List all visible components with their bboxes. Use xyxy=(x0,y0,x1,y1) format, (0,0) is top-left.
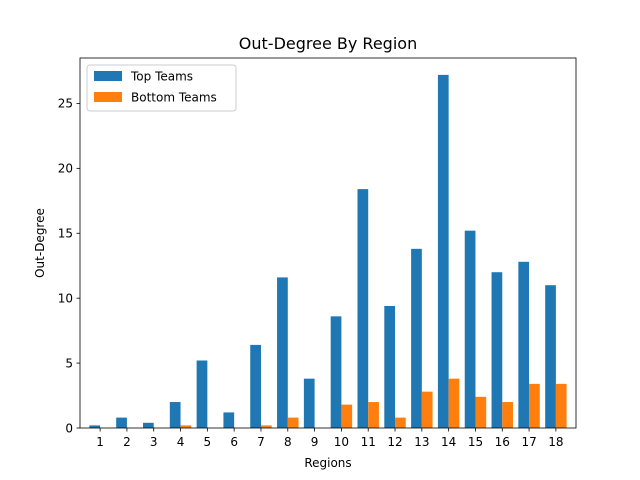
bar-bottom-18 xyxy=(555,383,567,428)
y-tick-label: 25 xyxy=(58,97,73,111)
x-tick-label: 9 xyxy=(311,435,319,449)
bar-bottom-10 xyxy=(341,404,353,428)
x-tick-label: 15 xyxy=(468,435,483,449)
bar-top-3 xyxy=(143,422,154,428)
bar-bottom-8 xyxy=(287,417,299,428)
legend: Top Teams Bottom Teams xyxy=(86,64,237,112)
bar-top-16 xyxy=(491,272,503,428)
x-tick-label: 1 xyxy=(96,435,104,449)
y-tick-label: 20 xyxy=(58,162,73,176)
bar-top-13 xyxy=(411,248,422,428)
plot-frame xyxy=(79,57,577,429)
bar-top-14 xyxy=(437,74,449,428)
bar-bottom-13 xyxy=(421,391,433,428)
x-tick-label: 17 xyxy=(521,435,536,449)
legend-swatch xyxy=(94,92,122,102)
bar-bottom-7 xyxy=(260,425,272,428)
bar-top-10 xyxy=(330,316,342,428)
x-tick-label: 7 xyxy=(257,435,265,449)
legend-label: Bottom Teams xyxy=(131,91,217,105)
bar-top-9 xyxy=(303,378,315,428)
x-tick-label: 10 xyxy=(334,435,349,449)
x-tick-label: 13 xyxy=(414,435,429,449)
y-tick-label: 0 xyxy=(65,421,73,435)
bar-top-17 xyxy=(518,261,530,428)
bars-layer xyxy=(89,74,567,428)
y-tick-label: 5 xyxy=(65,356,73,370)
legend-swatch xyxy=(94,71,122,81)
x-tick-label: 14 xyxy=(441,435,456,449)
bar-top-2 xyxy=(116,417,127,428)
x-tick-label: 16 xyxy=(495,435,510,449)
x-tick-label: 8 xyxy=(284,435,292,449)
chart-title: Out-Degree By Region xyxy=(239,34,417,53)
bar-top-12 xyxy=(384,305,396,428)
bar-top-5 xyxy=(196,360,208,428)
bar-top-4 xyxy=(169,402,181,428)
x-tick-label: 5 xyxy=(204,435,212,449)
y-axis-label: Out-Degree xyxy=(33,208,47,278)
y-tick-label: 15 xyxy=(58,227,73,241)
x-tick-label: 6 xyxy=(230,435,238,449)
bar-top-11 xyxy=(357,189,369,428)
bar-bottom-16 xyxy=(502,402,513,428)
x-tick-label: 4 xyxy=(177,435,185,449)
legend-box xyxy=(86,64,237,112)
bar-bottom-17 xyxy=(529,383,540,428)
bar-bottom-12 xyxy=(395,417,406,428)
bar-top-6 xyxy=(223,412,235,428)
bar-top-15 xyxy=(464,230,476,428)
bar-top-7 xyxy=(250,344,261,428)
x-axis-label: Regions xyxy=(304,456,351,470)
y-tick-label: 10 xyxy=(58,291,73,305)
bar-top-1 xyxy=(89,425,101,428)
bar-bottom-15 xyxy=(475,396,487,428)
bar-top-8 xyxy=(277,277,288,428)
bar-bottom-11 xyxy=(368,402,379,428)
x-tick-label: 11 xyxy=(361,435,376,449)
x-tick-label: 18 xyxy=(548,435,563,449)
x-tick-label: 3 xyxy=(150,435,158,449)
bar-bottom-4 xyxy=(180,425,192,428)
x-tick-label: 12 xyxy=(387,435,402,449)
bar-bottom-14 xyxy=(448,378,460,428)
legend-label: Top Teams xyxy=(130,70,193,84)
x-tick-label: 2 xyxy=(123,435,131,449)
bar-top-18 xyxy=(545,285,556,428)
